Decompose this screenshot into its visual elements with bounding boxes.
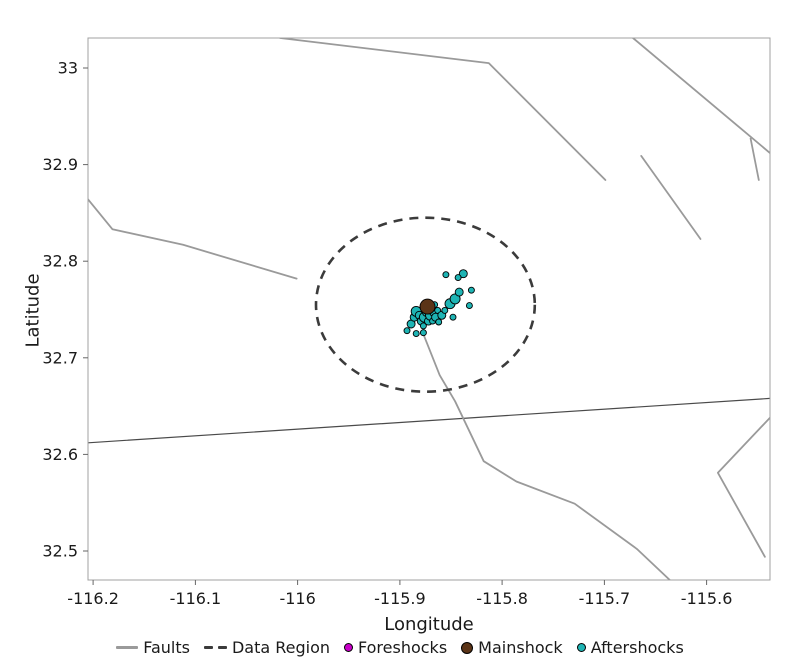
legend-label-data-region: Data Region — [231, 638, 330, 657]
fault-line — [749, 137, 760, 181]
fault-line — [88, 397, 770, 444]
x-tick-label: -116.2 — [67, 589, 119, 608]
mainshock-point — [419, 298, 436, 315]
fault-line — [632, 38, 770, 154]
fault-line — [279, 38, 607, 181]
aftershock-point — [465, 302, 473, 310]
aftershock-point — [449, 313, 457, 321]
aftershock-point — [419, 322, 427, 330]
legend-item-data-region: Data Region — [203, 638, 330, 657]
y-tick-label: 32.7 — [42, 348, 78, 367]
legend-label-mainshock: Mainshock — [478, 638, 563, 657]
aftershock-point — [435, 318, 443, 326]
x-tick-label: -115.7 — [579, 589, 631, 608]
plot-area — [88, 38, 770, 580]
fault-line — [640, 154, 702, 240]
legend-item-foreshocks: Foreshocks — [344, 638, 447, 657]
x-tick-label: -116 — [279, 589, 315, 608]
aftershock-point — [442, 271, 450, 279]
legend-label-aftershocks: Aftershocks — [590, 638, 684, 657]
y-tick-label: 33 — [58, 59, 78, 78]
y-tick-label: 32.6 — [42, 445, 78, 464]
x-tick-label: -115.6 — [681, 589, 733, 608]
aftershocks-dot-icon — [576, 643, 586, 652]
mainshock-dot-icon — [461, 641, 474, 654]
fault-line — [88, 198, 298, 280]
aftershock-point — [458, 269, 468, 279]
fault-line — [717, 416, 770, 558]
x-tick-label: -116.1 — [170, 589, 222, 608]
plot-frame — [87, 37, 771, 581]
legend: Faults Data Region Foreshocks Mainshock Afte… — [0, 638, 800, 657]
y-tick-label: 32.8 — [42, 252, 78, 271]
x-tick-label: -115.9 — [374, 589, 426, 608]
aftershock-point — [454, 287, 464, 297]
legend-label-foreshocks: Foreshocks — [358, 638, 448, 657]
fault-line — [421, 330, 671, 580]
data-region-dash-segment — [217, 646, 227, 649]
aftershock-point — [441, 306, 449, 314]
data-region-dash-segment — [203, 646, 213, 649]
aftershock-point — [412, 330, 420, 338]
aftershock-point — [467, 286, 475, 294]
y-tick-label: 32.5 — [42, 542, 78, 561]
aftershock-point — [449, 293, 461, 305]
aftershock-point — [454, 274, 462, 282]
data-region-dash-sample-icon — [203, 646, 227, 649]
legend-item-aftershocks: Aftershocks — [576, 638, 684, 657]
faults-line-sample-icon — [116, 646, 139, 649]
y-axis-label: Latitude — [22, 273, 44, 348]
legend-item-mainshock: Mainshock — [461, 638, 563, 657]
y-tick-label: 32.9 — [42, 155, 78, 174]
data-region-ellipse — [314, 216, 537, 394]
aftershock-point — [419, 329, 427, 337]
aftershock-point — [403, 327, 411, 335]
legend-item-faults: Faults — [116, 638, 190, 657]
foreshocks-dot-icon — [344, 643, 353, 652]
x-axis-label: Longitude — [384, 614, 474, 635]
legend-label-faults: Faults — [143, 638, 190, 657]
x-tick-label: -115.8 — [476, 589, 528, 608]
